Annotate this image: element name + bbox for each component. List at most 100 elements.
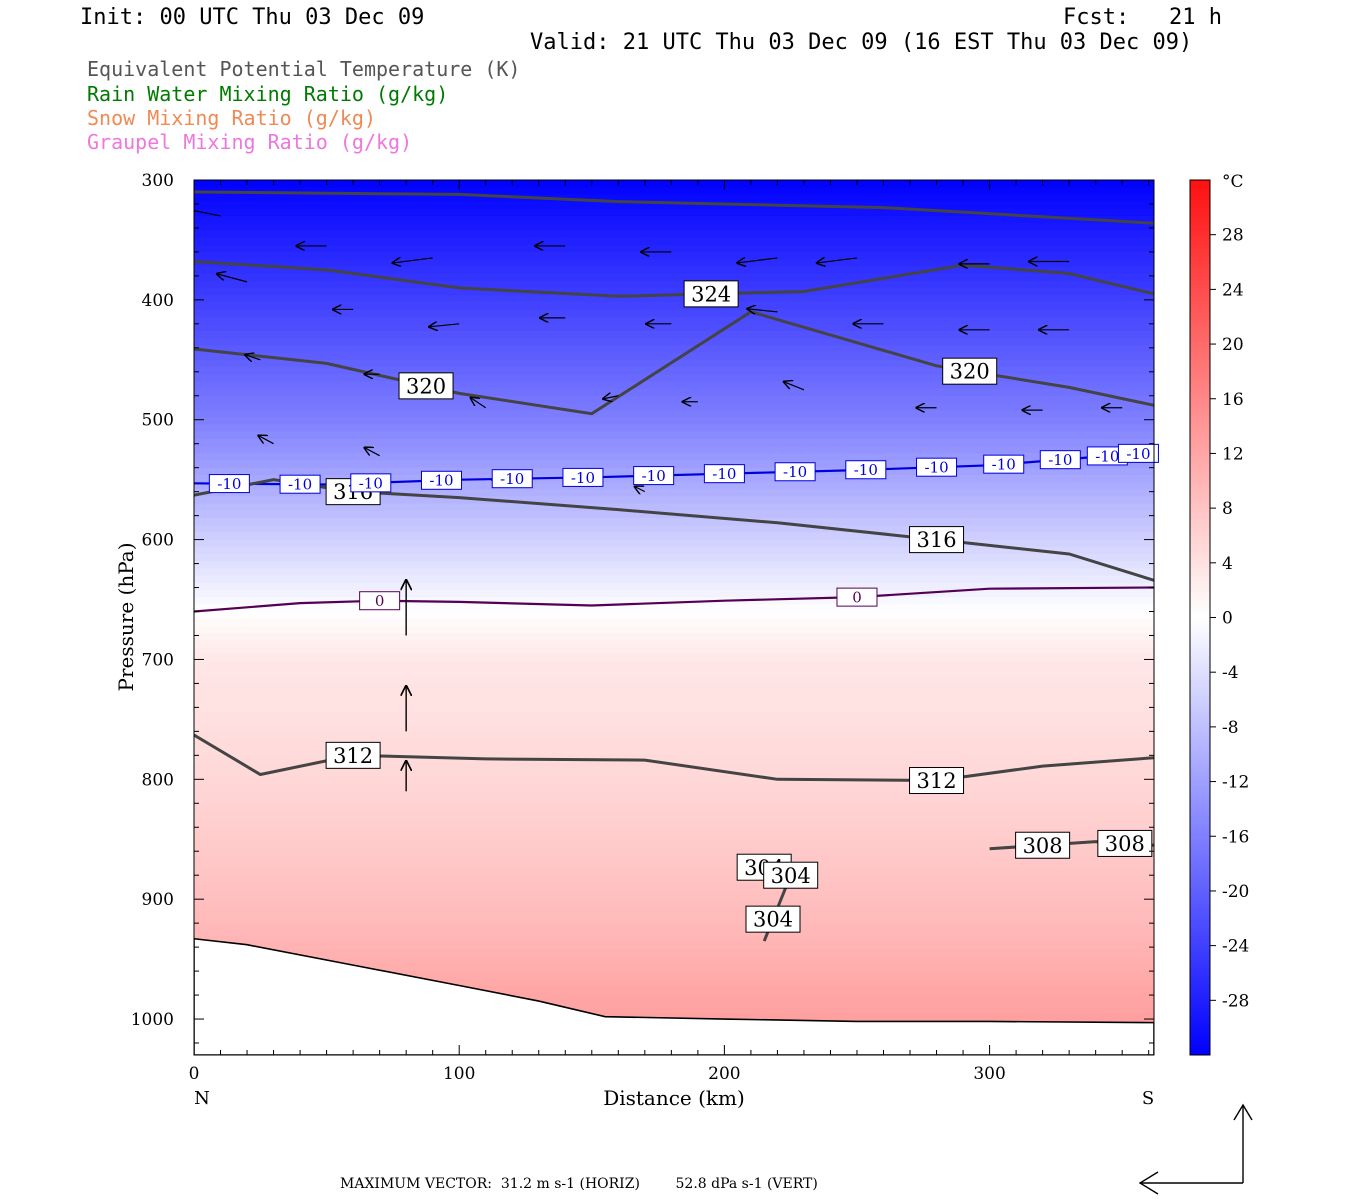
- wind-vector: [603, 396, 619, 399]
- x-tick-label: 0: [189, 1064, 200, 1084]
- temperature-band: [194, 877, 1154, 886]
- colorbar-unit: °C: [1222, 172, 1244, 192]
- temperature-band: [194, 309, 1154, 318]
- temperature-band: [194, 460, 1154, 469]
- temperature-band: [194, 906, 1154, 915]
- temperature-band: [194, 532, 1154, 541]
- wind-vector: [635, 487, 646, 492]
- temperature-band: [194, 820, 1154, 828]
- y-tick-label: 800: [142, 770, 174, 790]
- temperature-band: [194, 187, 1154, 195]
- temperature-band: [194, 748, 1154, 756]
- max-vector-note: MAXIMUM VECTOR: 31.2 m s-1 (HORIZ) 52.8 …: [340, 1176, 818, 1192]
- temperature-band: [194, 453, 1154, 462]
- contour-label-box: [836, 587, 878, 607]
- valid-time: Valid: 21 UTC Thu 03 Dec 09 (16 EST Thu …: [530, 30, 1193, 55]
- temperature-band: [194, 352, 1154, 361]
- legend-graupel: Graupel Mixing Ratio (g/kg): [87, 130, 413, 154]
- contour-label-box: [845, 460, 887, 480]
- contour-label: -10: [1126, 445, 1150, 463]
- temperature-band: [194, 726, 1154, 735]
- wind-vector: [784, 382, 805, 391]
- contour-label: 304: [771, 864, 811, 888]
- contour-label-box: [562, 467, 604, 487]
- temperature-band: [194, 661, 1154, 670]
- colorbar-tick-label: 8: [1222, 499, 1233, 519]
- contour-label: -10: [712, 465, 736, 483]
- temperature-band: [194, 546, 1154, 555]
- wind-vector: [365, 448, 380, 457]
- temperature-band: [194, 525, 1154, 533]
- y-tick-label: 600: [142, 531, 174, 551]
- temperature-band: [194, 374, 1154, 382]
- temperature-band: [194, 345, 1154, 354]
- temperature-band: [194, 798, 1154, 807]
- contour-label: 304: [753, 908, 793, 932]
- contour-label: 308: [1105, 832, 1145, 856]
- temperature-band: [194, 755, 1154, 764]
- temperature-band: [194, 259, 1154, 267]
- temperature-band: [194, 553, 1154, 562]
- wind-vector: [393, 258, 433, 263]
- temperature-band: [194, 431, 1154, 440]
- temperature-band: [194, 575, 1154, 584]
- y-tick-label: 500: [142, 411, 174, 431]
- theta-e-contour-312: [194, 733, 1154, 783]
- temperature-band: [194, 302, 1154, 311]
- temperature-band: [194, 518, 1154, 526]
- contour-label: -10: [1095, 447, 1119, 465]
- terrain-surface: [194, 937, 1154, 1055]
- temperature-band: [194, 410, 1154, 418]
- temperature-band: [194, 805, 1154, 814]
- colorbar-tick-label: 28: [1222, 226, 1244, 246]
- theta-e-contour-320: [194, 310, 1154, 416]
- temperature-band: [194, 669, 1154, 677]
- theta-e-contour-layer: [194, 190, 1154, 942]
- temperature-band: [194, 223, 1154, 231]
- contour-label: 320: [406, 374, 446, 398]
- contour-label-box: [421, 470, 463, 490]
- contour-label-box: [942, 357, 998, 385]
- contour-label: -10: [854, 461, 878, 479]
- temperature-band: [194, 194, 1154, 203]
- temperature-band: [194, 985, 1154, 994]
- contour-label-box: [633, 466, 675, 486]
- wind-vector: [245, 355, 261, 360]
- wind-vector: [817, 258, 858, 263]
- temperature-band: [194, 812, 1154, 821]
- temperature-band: [194, 568, 1154, 577]
- contour-label: 0: [375, 592, 385, 610]
- temperature-band: [194, 863, 1154, 872]
- colorbar-tick-label: 24: [1222, 280, 1244, 300]
- contour-label: 312: [333, 744, 373, 768]
- colorbar-tick-label: -16: [1222, 827, 1249, 847]
- temperature-band: [194, 647, 1154, 656]
- temperature-band: [194, 856, 1154, 864]
- temperature-band: [194, 848, 1154, 857]
- colorbar-tick-label: 4: [1222, 554, 1233, 574]
- temperature-band: [194, 597, 1154, 605]
- temperature-band: [194, 561, 1154, 569]
- temperature-band: [194, 381, 1154, 390]
- theta-e-contour-320: [194, 190, 1154, 225]
- temperature-band: [194, 251, 1154, 260]
- legend-theta-e: Equivalent Potential Temperature (K): [87, 57, 521, 81]
- temperature-band: [194, 424, 1154, 433]
- temperature-band: [194, 618, 1154, 627]
- contour-label: -10: [992, 456, 1016, 474]
- temperature-band: [194, 503, 1154, 512]
- contour-label: -10: [288, 476, 312, 494]
- contour-label-box: [325, 741, 381, 769]
- x-tick-label: 200: [708, 1064, 740, 1084]
- temperature-band: [194, 338, 1154, 347]
- temperature-band: [194, 676, 1154, 685]
- contour-label: -10: [924, 459, 948, 477]
- temperature-band: [194, 237, 1154, 246]
- temperature-colorbar: 28 24 20 16 12 8 4 0 -4 -8 -12 -16 -20 -24 -28: [1189, 179, 1249, 1056]
- contour-label: -10: [1048, 451, 1072, 469]
- temperature-band: [194, 870, 1154, 879]
- contour-label: -10: [359, 474, 383, 492]
- colorbar-tick-label: 20: [1222, 335, 1244, 355]
- temperature-band: [194, 230, 1154, 239]
